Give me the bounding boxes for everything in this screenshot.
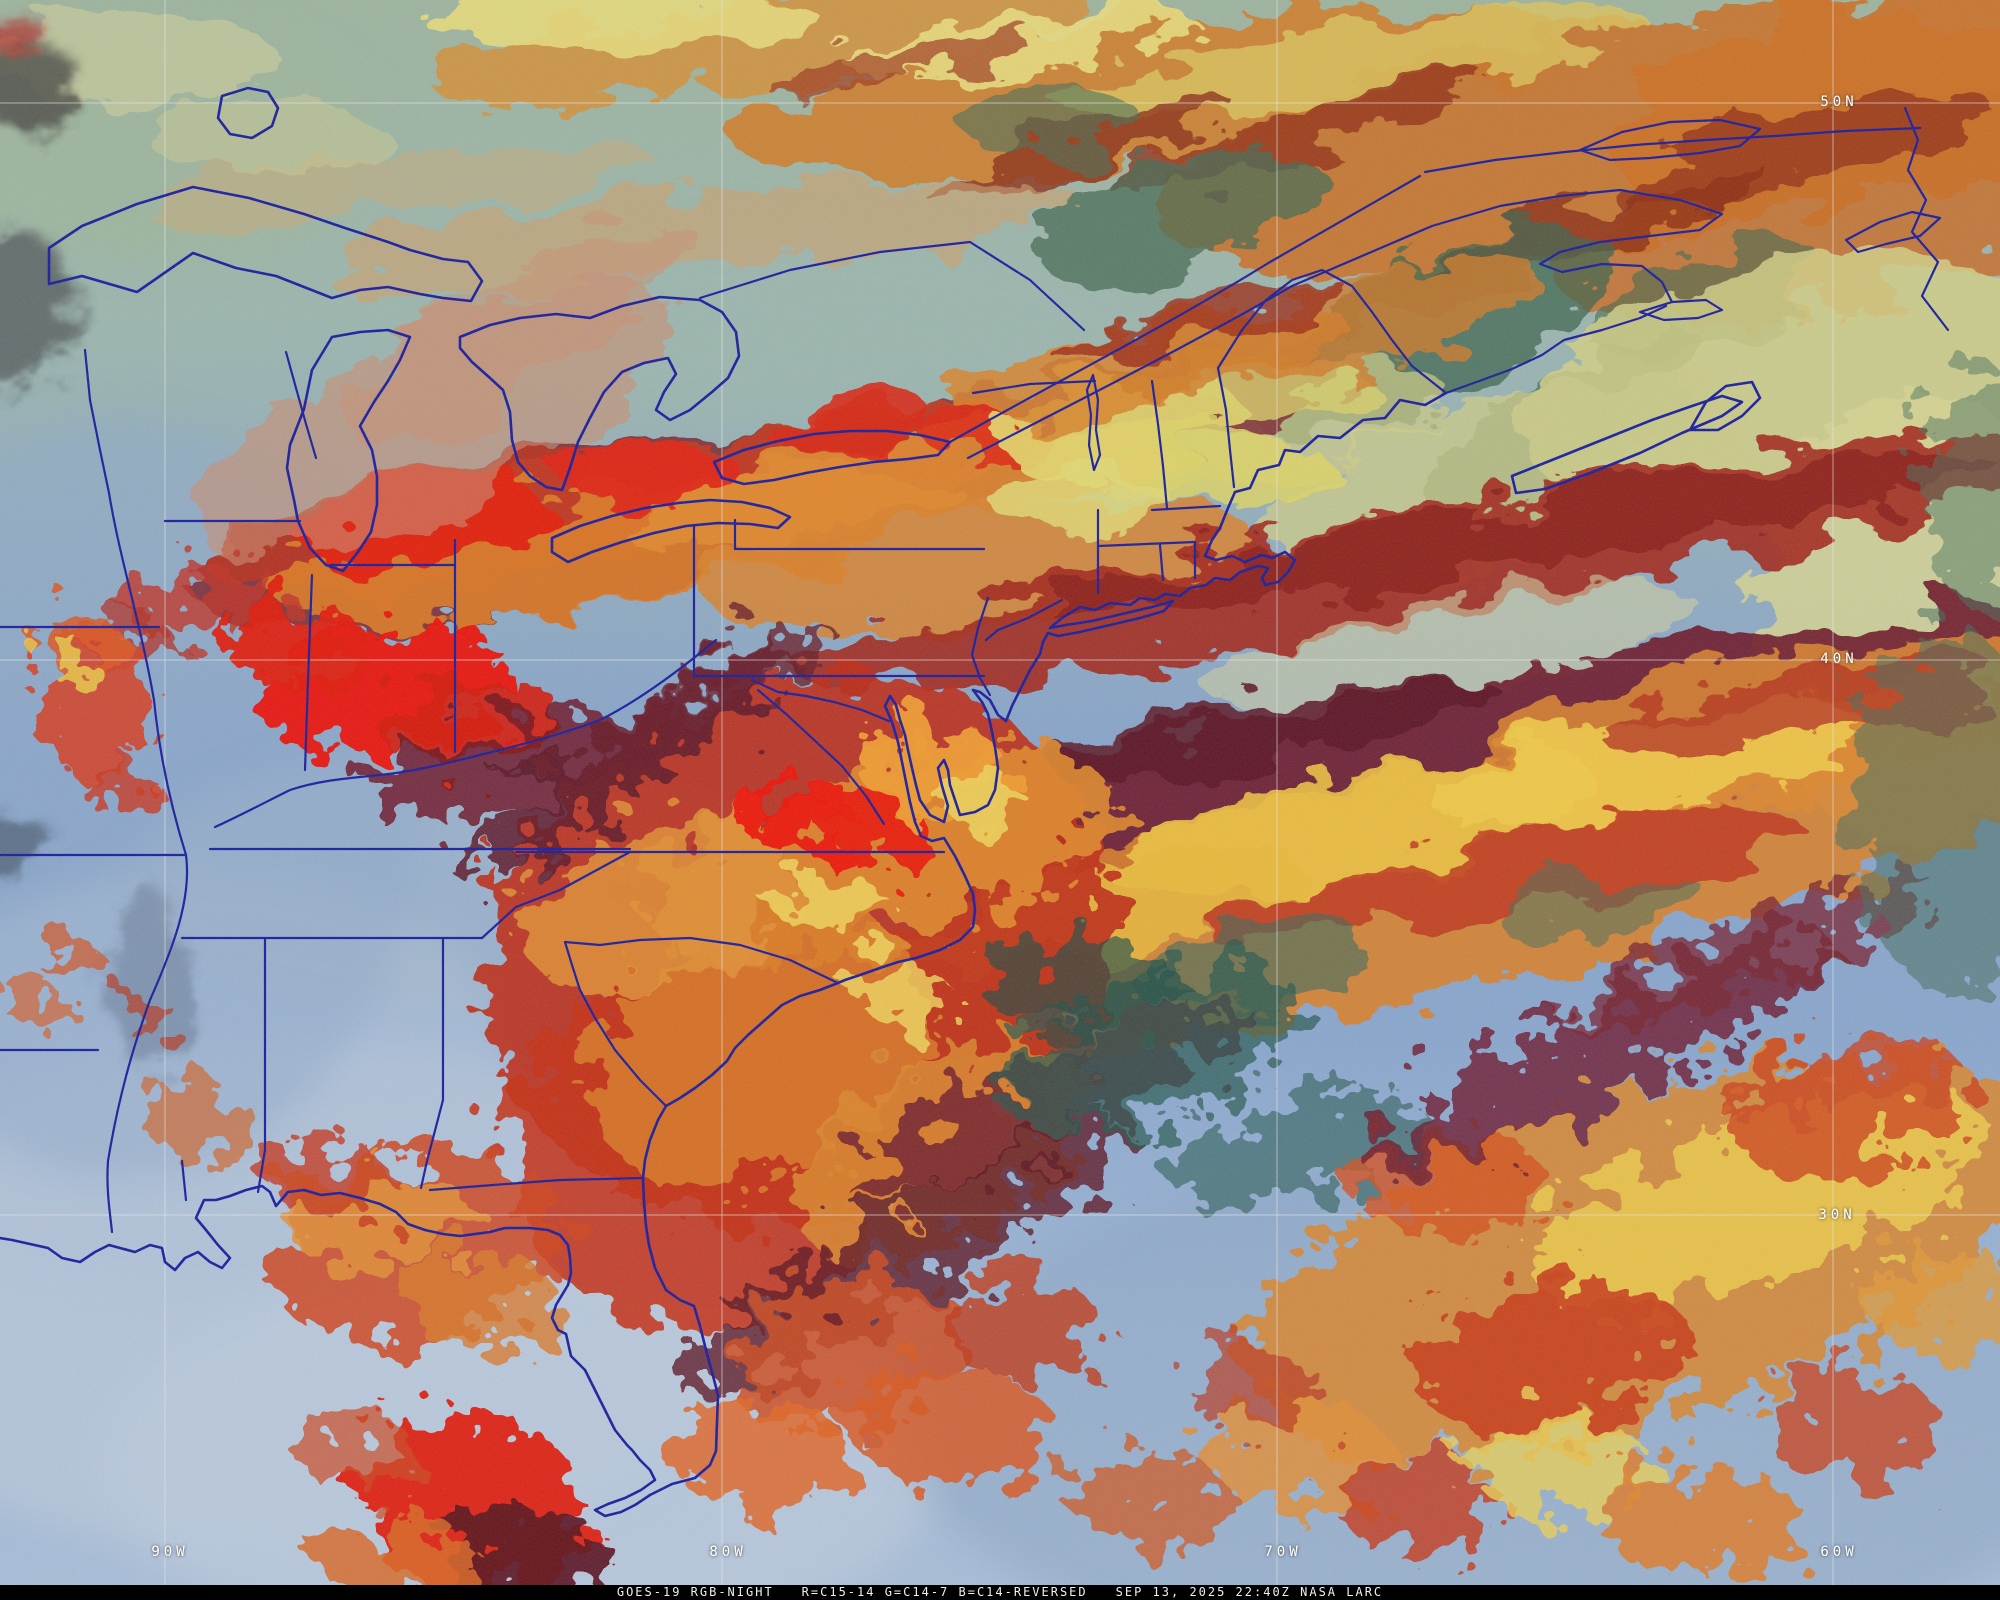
lon-label-80w: 80W bbox=[709, 1544, 747, 1560]
lat-label-30n: 30N bbox=[1818, 1207, 1856, 1223]
lon-label-70w: 70W bbox=[1264, 1544, 1302, 1560]
channel-recipe: R=C15-14 G=C14-7 B=C14-REVERSED bbox=[801, 1585, 1088, 1599]
lon-label-60w: 60W bbox=[1820, 1544, 1858, 1560]
lat-label-40n: 40N bbox=[1820, 651, 1858, 667]
timestamp-credit: SEP 13, 2025 22:40Z NASA LARC bbox=[1115, 1585, 1384, 1599]
lon-label-90w: 90W bbox=[151, 1544, 189, 1560]
lat-label-50n: 50N bbox=[1820, 94, 1858, 110]
product-name: GOES-19 RGB-NIGHT bbox=[616, 1585, 774, 1599]
caption-bar: GOES-19 RGB-NIGHT R=C15-14 G=C14-7 B=C14… bbox=[0, 1585, 2000, 1600]
